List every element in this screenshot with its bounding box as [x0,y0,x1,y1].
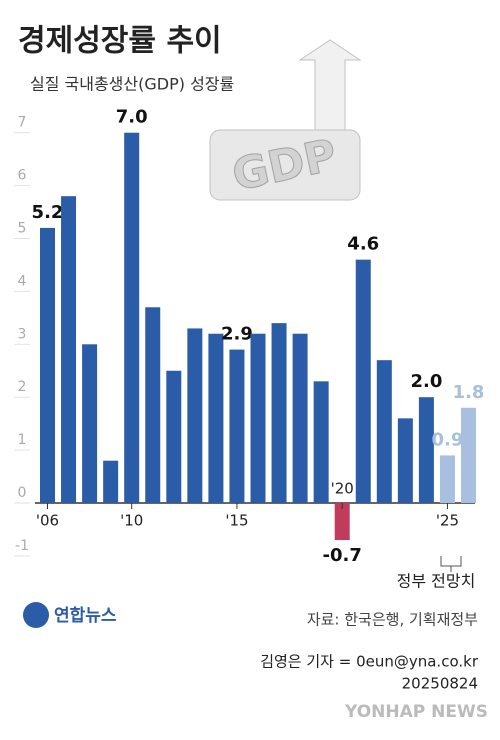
gdp-illustration: GDP [209,39,362,202]
x-tick-label: '06 [36,512,59,530]
y-tick-label: 4 [18,273,27,289]
source: 자료: 한국은행, 기획재정부 [307,611,478,629]
x-tick-label: '20 [331,480,354,498]
bar [397,418,413,503]
bar [271,323,287,503]
x-tick-label: '10 [120,512,143,530]
annotation: 정부 전망치 [397,572,476,591]
logo: 연합뉴스 [54,605,117,626]
bar [461,407,476,503]
y-tick-label: -1 [15,538,29,554]
bar [187,328,203,503]
bar [208,333,224,503]
bar [61,196,77,503]
bar [145,307,161,503]
bar [292,333,308,503]
byline: 김영은 기자 = 0eun@yna.co.kr [260,653,479,671]
bracket [440,556,462,572]
y-tick-label: 5 [18,221,27,237]
y-tick-label: 0 [18,485,27,501]
bar [376,360,392,503]
x-tick-label: '25 [436,512,459,530]
y-tick-label: 3 [18,326,27,342]
x-tick-label: '15 [225,512,248,530]
bar [166,370,182,503]
chart-title: 경제성장률 추이 [18,24,222,59]
y-tick-label: 2 [18,379,27,395]
y-tick-label: 6 [18,168,27,184]
bar [82,344,98,503]
value-label: 0.9 [432,429,464,450]
bar [439,455,455,503]
bar [229,349,245,503]
value-label: 7.0 [116,107,148,128]
bar [250,333,266,503]
date: 20250824 [402,675,478,693]
y-tick-label: 7 [18,115,27,131]
value-label: 5.2 [32,202,64,223]
bar [334,503,350,541]
subtitle: 실질 국내총생산(GDP) 성장률 [30,75,234,94]
value-label: -0.7 [323,545,362,566]
bar [40,227,55,504]
watermark: YONHAP NEWS [344,702,488,722]
bar [103,460,119,503]
value-label: 2.9 [221,324,253,345]
value-label: 1.8 [453,382,485,403]
bar [355,259,371,503]
block [209,129,361,201]
value-label: 2.0 [410,371,442,392]
value-label: 4.6 [347,234,379,255]
y-tick-label: 1 [18,432,27,448]
bar [313,381,329,503]
logo-icon [23,602,49,628]
bar [124,132,140,503]
bar [418,397,434,503]
